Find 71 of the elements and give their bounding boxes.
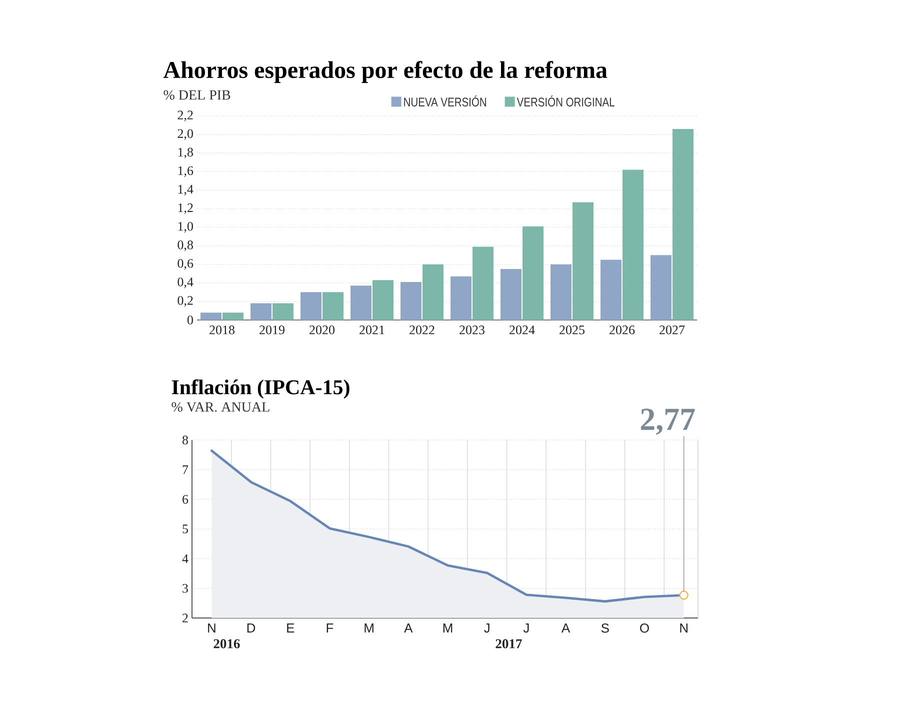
x-tick-label: F: [326, 624, 334, 632]
bar: [522, 226, 544, 320]
bar: [472, 246, 494, 320]
bar: [350, 286, 372, 320]
x-tick-label: 2026: [610, 326, 635, 334]
y-tick-label: 1,6: [178, 166, 194, 177]
bar: [550, 264, 572, 320]
y-tick-label: 1,4: [178, 184, 194, 196]
y-tick-label: 3: [182, 584, 188, 593]
bar: [500, 268, 522, 320]
bar: [300, 292, 322, 320]
bar: [272, 303, 294, 320]
y-tick-label: 8: [182, 436, 188, 444]
bar: [450, 276, 472, 320]
y-tick-label: 0,4: [178, 278, 194, 288]
bar: [222, 312, 244, 320]
x-tick-label: A: [404, 624, 413, 632]
x-tick-label: 2023: [460, 326, 484, 334]
x-tick-label: 2020: [310, 326, 335, 334]
x-tick-label: 2018: [210, 326, 235, 334]
chart-title: Ahorros esperados por efecto de la reforma: [163, 60, 608, 83]
legend-label: NUEVA VERSIÓN: [404, 96, 486, 107]
bar: [572, 202, 594, 320]
x-tick-label: S: [601, 624, 609, 633]
x-tick-label: 2024: [510, 326, 535, 334]
bar: [650, 255, 672, 320]
bar: [422, 264, 444, 320]
y-axis-title: % DEL PIB: [164, 90, 230, 100]
y-tick-label: 1,2: [178, 203, 193, 214]
x-tick-label: J: [484, 624, 490, 633]
bar: [600, 260, 622, 320]
x-tick-label: N: [208, 624, 216, 632]
bar: [250, 303, 272, 320]
x-tick-label: M: [443, 624, 452, 632]
x-tick-label: J: [523, 624, 529, 633]
x-tick-label: 2027: [660, 326, 685, 334]
y-tick-label: 2,0: [178, 129, 193, 140]
text: 2016: [214, 639, 240, 648]
y-tick-label: 1,8: [178, 148, 193, 158]
bar: [322, 292, 344, 320]
y-tick-label: 4: [182, 554, 188, 563]
y-tick-label: 1,0: [178, 222, 193, 233]
x-tick-label: O: [640, 624, 649, 633]
x-tick-label: 2019: [260, 326, 284, 334]
bar: [672, 128, 694, 320]
chart-title: Inflación (IPCA-15): [172, 379, 350, 399]
data-label: 2,77: [640, 408, 695, 435]
x-tick-label: E: [287, 624, 294, 632]
y-tick-label: 2,2: [178, 110, 193, 122]
y-tick-label: 6: [182, 494, 188, 504]
text: 2017: [496, 639, 522, 648]
bar: [200, 312, 222, 320]
x-tick-label: 2025: [560, 326, 584, 334]
legend-label: VERSIÓN ORIGINAL: [516, 96, 614, 107]
bar: [400, 282, 422, 320]
x-tick-label: D: [247, 624, 256, 632]
y-tick-label: 0,6: [178, 259, 194, 270]
y-tick-label: 5: [182, 524, 188, 534]
y-tick-label: 0,2: [178, 296, 193, 307]
x-tick-label: 2022: [410, 326, 434, 334]
bar: [372, 280, 394, 320]
y-tick-label: 0: [187, 316, 193, 324]
y-tick-label: 7: [182, 465, 188, 474]
y-tick-label: 0,8: [178, 240, 193, 252]
y-tick-label: 2: [182, 614, 188, 622]
x-tick-label: 2021: [360, 326, 384, 334]
bar: [622, 170, 644, 320]
x-tick-label: N: [680, 624, 688, 632]
x-tick-label: M: [364, 624, 374, 632]
y-axis-title: % VAR. ANUAL: [172, 402, 270, 412]
x-tick-label: A: [561, 624, 570, 632]
